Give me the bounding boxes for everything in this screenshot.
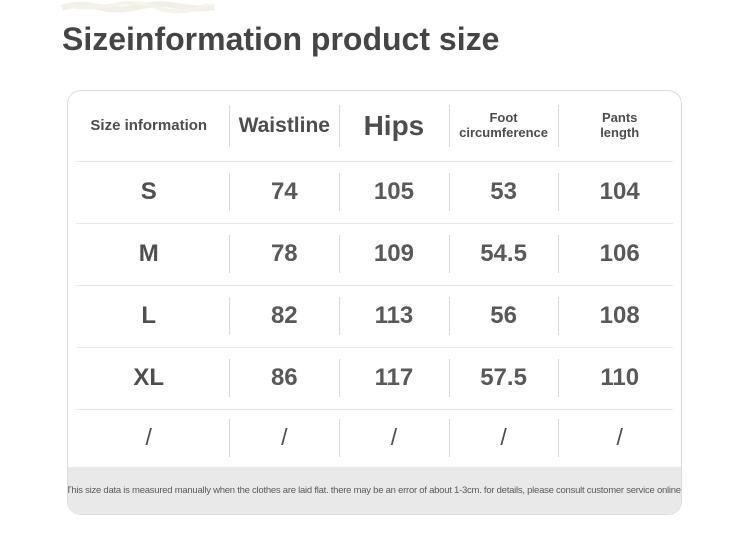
column-header-waistline: Waistline (229, 91, 339, 161)
cell-hips: 113 (339, 285, 449, 347)
cell-waistline: 78 (229, 223, 339, 285)
cell-pants-length: 104 (558, 161, 681, 223)
cell-pants-length: 110 (558, 347, 681, 409)
cell-size-label: M (138, 240, 159, 267)
size-table-card: Size information Waistline Hips Foot cir… (67, 90, 682, 515)
cell-pants-length: 108 (558, 285, 681, 347)
cell-pants-length: / (558, 409, 681, 466)
cell-waistline: / (229, 409, 339, 466)
cell-hips: / (339, 409, 449, 466)
column-header-hips: Hips (339, 91, 449, 161)
table-row-s: S 74 105 53 104 (68, 161, 681, 223)
size-note-text: This size data is measured manually when… (67, 485, 682, 496)
cell-foot-circumference: 56 (449, 285, 559, 347)
table-header-row: Size information Waistline Hips Foot cir… (68, 91, 681, 161)
column-header-foot-circumference: Foot circumference (449, 91, 559, 161)
cell-size-label: XL (133, 364, 165, 391)
table-row-empty: / / / / / (68, 409, 681, 466)
cell-waistline: 86 (229, 347, 339, 409)
cell-foot-circumference: / (449, 409, 559, 466)
cell-size-label: S (140, 178, 157, 205)
cell-pants-length: 106 (558, 223, 681, 285)
column-header-size-information: Size information (90, 117, 208, 135)
cell-size-label: L (141, 302, 157, 329)
cell-size-label: / (145, 424, 152, 450)
cell-foot-circumference: 54.5 (449, 223, 559, 285)
column-header-pants-length: Pants length (558, 91, 681, 161)
cell-waistline: 74 (229, 161, 339, 223)
page-title: Sizeinformation product size (62, 21, 500, 57)
table-row-xl: XL 86 117 57.5 110 (68, 347, 681, 409)
cell-hips: 117 (339, 347, 449, 409)
scribble-mark (60, 1, 215, 14)
cell-foot-circumference: 57.5 (449, 347, 559, 409)
cell-waistline: 82 (229, 285, 339, 347)
table-row-m: M 78 109 54.5 106 (68, 223, 681, 285)
table-row-l: L 82 113 56 108 (68, 285, 681, 347)
cell-hips: 105 (339, 161, 449, 223)
size-note-bar: This size data is measured manually when… (68, 467, 681, 514)
cell-foot-circumference: 53 (449, 161, 559, 223)
cell-hips: 109 (339, 223, 449, 285)
